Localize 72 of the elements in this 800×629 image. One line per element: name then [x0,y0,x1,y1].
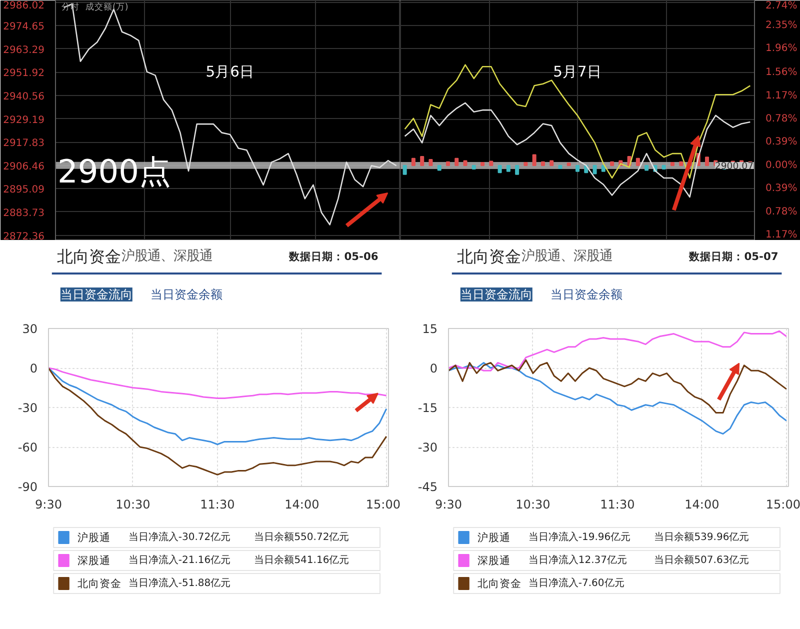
legend-label: 北向资金 [77,577,122,590]
x-tick-label: 14:00 [284,498,320,512]
y-tick-label: 0.39% [766,183,798,194]
y-tick-label: 2963.29 [3,44,45,56]
text: 数据日期：05-07 [688,250,778,263]
text: 当日净流入-19.96亿元 [528,531,631,543]
x-tick-label: 15:00 [766,498,800,512]
text: 当日余额507.63亿元 [654,554,750,566]
y-tick-label: -30 [18,401,38,415]
y-tick-label: 2951.92 [3,68,45,80]
annotation: 2900.07 [714,160,754,172]
text: 当日净流入-21.16亿元 [128,554,231,566]
text: 数据日期：05-06 [288,250,378,263]
y-tick-label: 30 [22,322,38,336]
text: 当日资金余额 [150,288,222,302]
y-tick-label: 0 [30,362,38,376]
x-tick-label: 9:30 [35,498,62,512]
y-tick-label: -90 [18,480,38,494]
chart-title: 北向资金 [457,247,521,266]
y-tick-label: 0.78% [766,114,798,125]
annotation: 5月6日 [206,64,254,80]
y-tick-label: 2906.46 [3,161,45,172]
y-tick-label: -15 [418,401,438,415]
text: 当日余额550.72亿元 [254,531,350,543]
y-tick-label: 2.35% [766,20,798,32]
y-tick-label: 15 [422,322,438,336]
y-tick-label: 0 [430,362,438,376]
legend-label: 沪股通 [477,531,510,544]
y-tick-label: 2883.73 [3,208,45,219]
x-tick-label: 15:00 [366,498,401,512]
y-tick-label: -30 [418,440,438,454]
x-tick-label: 9:30 [435,498,462,512]
text: 当日余额539.96亿元 [654,531,750,543]
y-tick-label: 2872.36 [3,231,45,242]
x-tick-label: 11:30 [600,498,635,512]
x-tick-label: 10:30 [516,498,550,512]
y-tick-label: 2929.19 [3,114,45,126]
text: 当日净流入12.37亿元 [528,554,628,566]
text: 当日净流入-30.72亿元 [128,531,231,543]
x-tick-label: 14:00 [684,498,720,512]
y-tick-label: 2917.83 [3,138,45,150]
y-tick-label: -45 [418,480,438,494]
text: 当日资金流向 [60,288,132,302]
y-tick-label: 2986.02 [3,0,45,12]
legend-label: 北向资金 [477,577,522,590]
y-tick-label: 2.74% [766,0,798,12]
chart-subtitle: 沪股通、深股通 [122,248,213,264]
text: 当日资金余额 [550,288,622,302]
y-tick-label: 2940.56 [3,91,45,102]
text: 当日净流入-51.88亿元 [128,577,231,589]
text: 当日资金流向 [460,288,532,302]
annotation: 5月7日 [553,64,602,80]
text: 当日余额541.16亿元 [254,554,350,566]
text: 当日净流入-7.60亿元 [528,577,624,589]
x-tick-label: 11:30 [200,498,235,512]
y-tick-label: 2974.65 [3,22,45,33]
y-tick-label: 2895.09 [3,184,45,196]
chart-title: 北向资金 [57,247,121,266]
chart-subtitle: 沪股通、深股通 [522,248,613,264]
y-tick-label: 0.78% [766,206,798,218]
y-tick-label: -60 [18,440,38,454]
annotation: 成交额(万) [86,2,128,12]
y-tick-label: 1.17% [766,90,798,102]
legend-label: 深股通 [77,554,110,567]
x-tick-label: 10:30 [116,498,150,512]
y-tick-label: 0.00% [766,160,798,171]
y-tick-label: 0.39% [766,136,798,148]
y-tick-label: 1.56% [766,67,798,78]
legend-label: 深股通 [477,554,510,567]
legend-label: 沪股通 [77,531,110,544]
y-tick-label: 1.17% [766,230,798,240]
y-tick-label: 1.96% [766,43,798,54]
